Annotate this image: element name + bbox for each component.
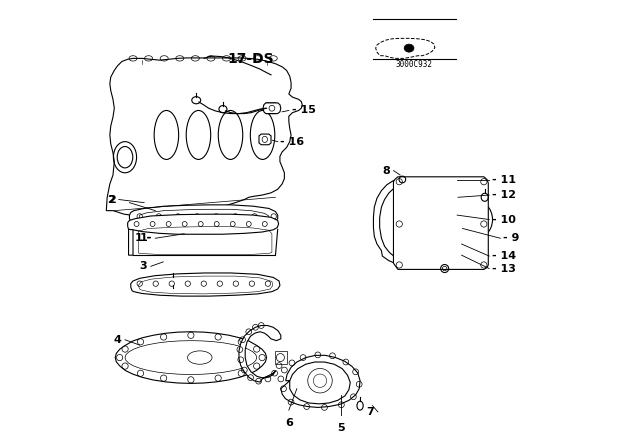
Polygon shape (264, 103, 279, 114)
Text: 1 -: 1 - (136, 233, 152, 243)
Text: - 13: - 13 (492, 263, 516, 274)
Text: 3: 3 (140, 261, 147, 271)
Text: 3000C932: 3000C932 (396, 60, 433, 69)
Polygon shape (239, 326, 281, 382)
Text: 17-DS: 17-DS (228, 52, 275, 66)
Text: 2: 2 (108, 194, 116, 205)
Text: - 12: - 12 (492, 190, 516, 200)
Polygon shape (263, 103, 281, 114)
Text: 1-: 1- (140, 233, 152, 243)
Polygon shape (394, 177, 488, 269)
Polygon shape (168, 276, 179, 284)
Polygon shape (281, 355, 360, 407)
Text: 4: 4 (113, 335, 122, 345)
Polygon shape (275, 351, 287, 364)
Text: - 10: - 10 (492, 215, 516, 224)
Text: - 11: - 11 (492, 175, 516, 185)
Text: - 9: - 9 (503, 233, 520, 243)
Polygon shape (131, 273, 280, 296)
Polygon shape (115, 332, 267, 383)
Text: 8: 8 (382, 166, 390, 176)
Text: 6: 6 (285, 418, 292, 428)
Polygon shape (373, 179, 400, 263)
Polygon shape (259, 134, 271, 145)
Text: - 16: - 16 (280, 137, 305, 146)
Polygon shape (129, 205, 278, 227)
Polygon shape (129, 229, 133, 255)
Text: 7: 7 (367, 407, 374, 417)
Polygon shape (127, 214, 278, 234)
Text: 2: 2 (108, 194, 115, 205)
Text: - 14: - 14 (492, 251, 516, 261)
Ellipse shape (404, 44, 414, 52)
Text: 5: 5 (337, 422, 345, 433)
Text: - 15: - 15 (291, 105, 316, 116)
Polygon shape (106, 58, 302, 216)
